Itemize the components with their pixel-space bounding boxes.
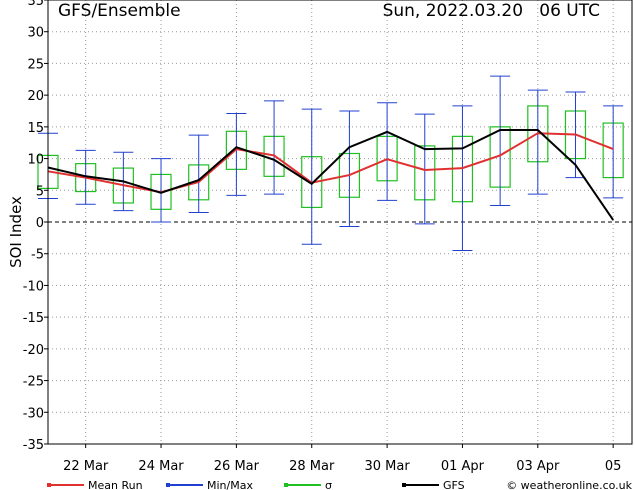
x-tick-label: 24 Mar [138, 459, 184, 474]
legend-gfs-marker [402, 483, 406, 487]
legend-min-max-label: Min/Max [207, 479, 253, 490]
y-tick-label: 30 [27, 26, 44, 41]
y-tick-label: 25 [27, 57, 44, 72]
y-tick-label: -10 [23, 279, 44, 294]
legend: Mean Run Min/Max σ GFS © weatheronline.c… [47, 479, 633, 490]
x-tick-label: 01 Apr [441, 459, 485, 474]
legend-mean-run-marker [47, 483, 51, 487]
x-tick-label: 26 Mar [214, 459, 260, 474]
chart-title: GFS/Ensemble [58, 1, 181, 21]
x-tick-label: 30 Mar [364, 459, 410, 474]
mean-run-line [47, 132, 614, 194]
legend-gfs-label: GFS [443, 479, 465, 490]
minmax-bars [38, 75, 624, 252]
legend-mean-run-label: Mean Run [88, 479, 143, 490]
y-tick-label: 35 [27, 0, 44, 9]
y-tick-label: -5 [31, 248, 44, 263]
gfs-line [47, 129, 615, 221]
y-tick-label: -35 [23, 438, 44, 453]
y-tick-label: -25 [23, 375, 44, 390]
legend-item-mean-run: Mean Run [47, 479, 143, 490]
legend-min-max-marker [166, 483, 170, 487]
x-tick-label: 03 Apr [516, 459, 560, 474]
legend-item-gfs: GFS [402, 479, 465, 490]
x-tick-label: 22 Mar [63, 459, 109, 474]
y-tick-label: 20 [27, 89, 44, 104]
y-tick-label: -30 [23, 406, 44, 421]
y-tick-label: 0 [36, 216, 44, 231]
series-lines [47, 129, 615, 221]
x-tick-label: 28 Mar [289, 459, 335, 474]
credit-text: © weatheronline.co.uk [506, 479, 632, 490]
y-tick-label: -20 [23, 343, 44, 358]
x-axis-ticks: 22 Mar 24 Mar 26 Mar 28 Mar 30 Mar 01 Apr 03 A… [63, 444, 621, 474]
legend-item-sigma: σ [284, 479, 332, 490]
chart-timestamp: Sun, 2022.03.20 06 UTC [383, 1, 600, 21]
legend-sigma-marker [284, 483, 288, 487]
y-tick-label: 5 [36, 184, 44, 199]
legend-item-min-max: Min/Max [166, 479, 253, 490]
y-axis-label: SOI Index [7, 196, 25, 268]
y-tick-label: 10 [27, 153, 44, 168]
legend-sigma-label: σ [325, 479, 332, 490]
y-tick-label: -15 [23, 311, 44, 326]
y-axis-ticks: -35 -30 -25 -20 -15 -10 -5 0 5 10 15 20 25 30 35 [23, 0, 48, 453]
y-tick-label: 15 [27, 121, 44, 136]
x-tick-label: 05 [605, 459, 622, 474]
